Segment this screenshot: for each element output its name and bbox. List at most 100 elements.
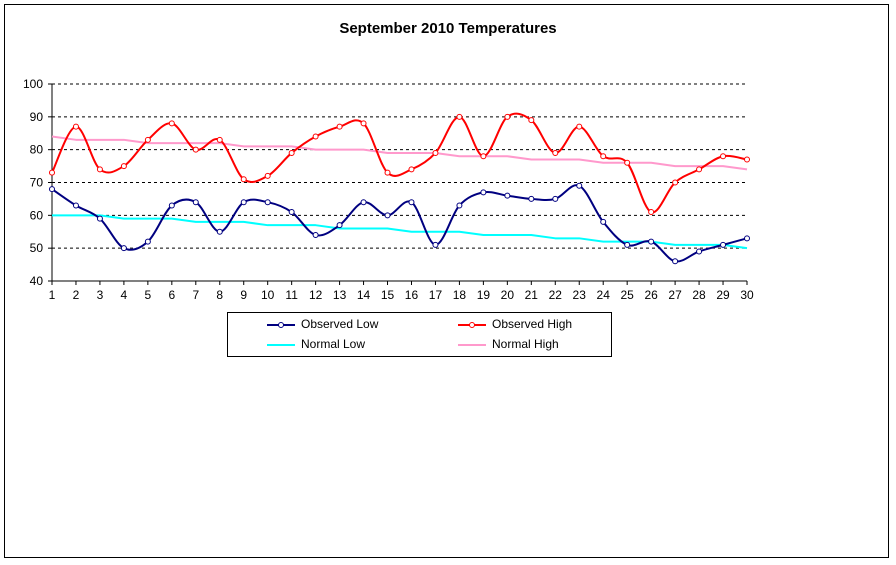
- legend-label: Normal High: [492, 337, 559, 351]
- data-point-observed-high: [384, 169, 391, 176]
- data-point-observed-high: [504, 113, 511, 120]
- data-point-observed-low: [624, 241, 631, 248]
- x-tick-label: 3: [97, 288, 104, 302]
- x-tick-label: 25: [620, 288, 634, 302]
- data-point-observed-high: [240, 176, 247, 183]
- data-point-observed-high: [528, 117, 535, 124]
- y-tick-label: 70: [30, 176, 44, 190]
- legend-swatch-observed-low: [267, 322, 295, 328]
- x-tick-label: 14: [357, 288, 371, 302]
- x-tick-labels: 1 2 3 4 5 6 7 8 9 10 11 12 13 14 15 16 17 18 19 20 21 22 23 24 2…: [49, 288, 754, 302]
- x-tick-label: 12: [309, 288, 323, 302]
- data-point-observed-low: [648, 238, 655, 245]
- data-point-observed-low: [720, 241, 727, 248]
- data-point-observed-high: [312, 133, 319, 140]
- legend-label: Observed High: [492, 317, 573, 331]
- data-point-observed-low: [600, 218, 607, 225]
- data-point-observed-low: [672, 258, 679, 265]
- data-point-observed-low: [192, 199, 199, 206]
- legend-swatch-observed-high: [458, 322, 486, 328]
- y-tick-labels: 40 50 60 70 80 90 100: [23, 77, 43, 288]
- data-point-observed-high: [216, 136, 223, 143]
- data-point-observed-low: [384, 212, 391, 219]
- data-point-observed-low: [264, 199, 271, 206]
- x-tick-label: 23: [573, 288, 587, 302]
- y-tick-label: 100: [23, 77, 43, 91]
- data-point-observed-low: [504, 192, 511, 199]
- x-tick-label: 24: [597, 288, 611, 302]
- x-tick-label: 8: [216, 288, 223, 302]
- series-group: [49, 112, 750, 265]
- data-point-observed-high: [672, 179, 679, 186]
- data-point-observed-high: [96, 166, 103, 173]
- x-tick-label: 6: [168, 288, 175, 302]
- data-point-observed-low: [432, 241, 439, 248]
- x-tick-label: 21: [525, 288, 539, 302]
- x-tick-label: 2: [73, 288, 80, 302]
- data-point-observed-high: [600, 153, 607, 160]
- data-point-observed-high: [744, 156, 750, 163]
- series-line-normal-high: [51, 135, 748, 171]
- data-point-observed-high: [552, 149, 559, 156]
- data-point-observed-high: [648, 209, 655, 216]
- data-point-observed-high: [144, 136, 151, 143]
- x-tick-label: 20: [501, 288, 515, 302]
- data-point-observed-high: [456, 113, 463, 120]
- data-point-observed-high: [336, 123, 343, 130]
- x-tick-label: 4: [121, 288, 128, 302]
- data-point-observed-low: [336, 222, 343, 229]
- gridlines: [52, 83, 747, 249]
- data-point-observed-high: [49, 169, 55, 176]
- y-tick-label: 40: [30, 274, 44, 288]
- data-point-observed-low: [168, 202, 175, 209]
- x-tick-label: 7: [192, 288, 199, 302]
- x-tick-label: 13: [333, 288, 347, 302]
- data-point-observed-low: [552, 195, 559, 202]
- x-tick-label: 27: [668, 288, 682, 302]
- series-line-normal-low: [52, 214, 748, 250]
- legend: Observed Low Observed High Normal Low No…: [227, 312, 612, 357]
- x-tick-label: 19: [477, 288, 491, 302]
- x-tick-label: 26: [644, 288, 658, 302]
- x-tick-label: 17: [429, 288, 443, 302]
- data-point-observed-high: [432, 149, 439, 156]
- data-point-observed-low: [576, 182, 583, 189]
- x-tick-label: 11: [285, 288, 298, 302]
- data-point-observed-low: [144, 238, 151, 245]
- chart-title: September 2010 Temperatures: [339, 20, 557, 37]
- legend-swatch-normal-low: [267, 344, 295, 346]
- y-tick-label: 50: [30, 241, 44, 255]
- data-point-observed-low: [72, 202, 79, 209]
- data-point-observed-high: [168, 120, 175, 127]
- data-point-observed-low: [216, 228, 223, 235]
- data-point-observed-high: [120, 163, 127, 170]
- x-tick-label: 16: [405, 288, 419, 302]
- x-tick-label: 15: [381, 288, 395, 302]
- data-point-observed-high: [576, 123, 583, 130]
- data-point-observed-high: [72, 123, 79, 130]
- data-point-observed-high: [720, 153, 727, 160]
- data-point-observed-low: [744, 235, 750, 242]
- data-point-observed-low: [408, 199, 415, 206]
- x-tick-label: 29: [716, 288, 730, 302]
- data-point-observed-low: [480, 189, 487, 196]
- legend-label: Normal Low: [301, 337, 366, 351]
- data-point-observed-high: [288, 149, 295, 156]
- data-point-observed-high: [360, 120, 367, 127]
- x-tick-label: 10: [261, 288, 275, 302]
- data-point-observed-low: [288, 209, 295, 216]
- data-point-observed-low: [120, 245, 127, 252]
- x-tick-label: 30: [740, 288, 754, 302]
- legend-swatch-normal-high: [458, 344, 486, 346]
- data-point-observed-low: [96, 215, 103, 222]
- y-tick-label: 90: [30, 110, 44, 124]
- data-point-observed-low: [528, 195, 535, 202]
- x-tick-label: 9: [240, 288, 247, 302]
- data-point-observed-low: [456, 202, 463, 209]
- data-point-observed-low: [312, 232, 319, 239]
- x-tick-label: 1: [49, 288, 56, 302]
- legend-label: Observed Low: [301, 317, 379, 331]
- data-point-observed-high: [264, 172, 271, 179]
- x-tick-label: 18: [453, 288, 467, 302]
